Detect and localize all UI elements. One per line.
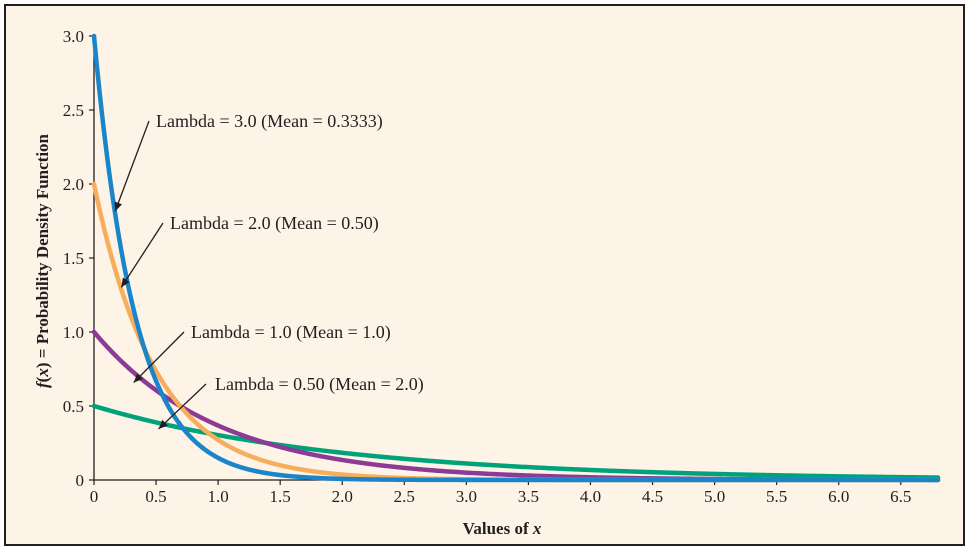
annotation-arrowhead <box>158 419 168 429</box>
chart-frame: 0 0.5 1.0 1.5 2.0 2.5 3.0 3.5 4.0 4.5 5.0 5.5 6.0 6.5… <box>4 4 965 546</box>
y-tick-label: 0.5 <box>63 397 84 416</box>
y-tick-label: 2.0 <box>63 175 84 194</box>
chart-plot: 0 0.5 1.0 1.5 2.0 2.5 3.0 3.5 4.0 4.5 5.0 5.5 6.0 6.5… <box>33 27 941 538</box>
annotation-leader-lambda-3 <box>114 120 150 212</box>
annotation-label-lambda-3: Lambda = 3.0 (Mean = 0.3333) <box>156 111 383 132</box>
annotation-leader-lambda-0-5 <box>158 383 207 430</box>
annotation-arrowhead <box>133 373 143 383</box>
y-axis-title: f(x) = Probability Density Function <box>33 133 52 388</box>
x-tick-label: 3.0 <box>456 487 477 506</box>
x-tick-label: 1.5 <box>270 487 291 506</box>
annotation-label-lambda-1: Lambda = 1.0 (Mean = 1.0) <box>191 322 391 343</box>
x-tick-label: 5.5 <box>766 487 787 506</box>
annotation-arrowhead <box>121 277 130 288</box>
y-tick-label: 2.5 <box>63 101 84 120</box>
x-tick-label: 0.5 <box>145 487 166 506</box>
y-tick-label: 0 <box>76 471 85 490</box>
annotation-leader-lambda-1 <box>133 331 185 383</box>
annotations: Lambda = 0.50 (Mean = 2.0) Lambda = 1.0 (… <box>114 111 424 430</box>
x-tick-label: 2.5 <box>394 487 415 506</box>
x-tick-label: 4.5 <box>642 487 663 506</box>
x-tick-label: 0 <box>90 487 99 506</box>
annotation-label-lambda-2: Lambda = 2.0 (Mean = 0.50) <box>170 213 379 234</box>
series-line-lambda-0-5 <box>91 403 941 480</box>
y-tick-label: 1.0 <box>63 323 84 342</box>
series-line-lambda-3 <box>91 33 941 483</box>
y-tick-label: 3.0 <box>63 27 84 46</box>
x-tick-label: 2.0 <box>332 487 353 506</box>
curves <box>91 33 941 483</box>
y-tick-label: 1.5 <box>63 249 84 268</box>
x-tick-label: 6.0 <box>828 487 849 506</box>
x-tick-label: 4.0 <box>580 487 601 506</box>
x-tick-label: 6.5 <box>890 487 911 506</box>
annotation-label-lambda-0-5: Lambda = 0.50 (Mean = 2.0) <box>215 374 424 395</box>
x-axis-title: Values of x <box>463 519 542 538</box>
x-tick-label: 3.5 <box>518 487 539 506</box>
annotation-leader-lambda-2 <box>120 222 164 288</box>
x-tick-label: 1.0 <box>207 487 228 506</box>
x-tick-label: 5.0 <box>704 487 725 506</box>
annotation-arrowhead <box>114 201 123 212</box>
axes: 0 0.5 1.0 1.5 2.0 2.5 3.0 3.5 4.0 4.5 5.0 5.5 6.0 6.5… <box>63 27 938 506</box>
